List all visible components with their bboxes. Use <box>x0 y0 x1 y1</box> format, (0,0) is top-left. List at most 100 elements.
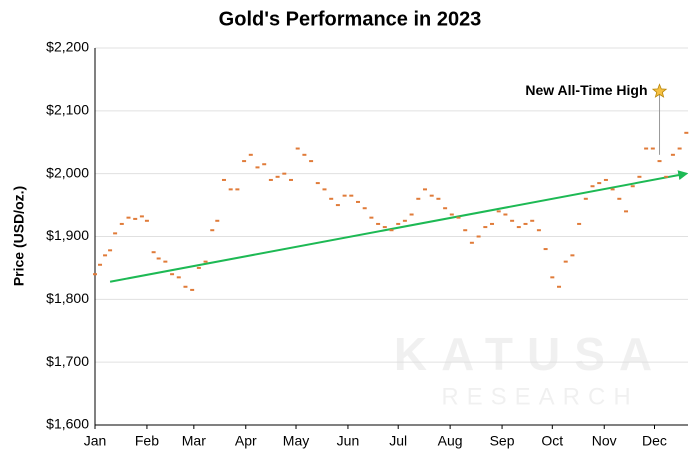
y-tick-label: $1,800 <box>46 290 89 306</box>
price-point <box>322 188 327 191</box>
price-point <box>103 254 108 257</box>
x-tick-label: Oct <box>541 433 563 449</box>
price-point <box>190 288 195 291</box>
price-point <box>402 219 407 222</box>
price-point <box>644 147 649 150</box>
chart-title: Gold's Performance in 2023 <box>219 8 482 30</box>
price-point <box>396 222 401 225</box>
price-point <box>295 147 300 150</box>
y-tick-label: $1,900 <box>46 227 89 243</box>
price-point <box>657 160 662 163</box>
x-tick-label: Dec <box>642 433 667 449</box>
price-point <box>664 175 669 178</box>
annotation: New All-Time High <box>525 82 647 98</box>
x-tick-label: Aug <box>438 433 463 449</box>
price-point <box>637 175 642 178</box>
price-point <box>210 229 215 232</box>
x-tick-label: Feb <box>135 433 159 449</box>
price-point <box>463 229 468 232</box>
price-point <box>215 219 220 222</box>
price-point <box>288 178 293 181</box>
price-point <box>342 194 347 197</box>
price-point <box>617 197 622 200</box>
price-point <box>170 273 175 276</box>
x-tick-label: Nov <box>592 433 617 449</box>
y-tick-label: $2,000 <box>46 164 89 180</box>
price-point <box>443 207 448 210</box>
price-point <box>597 182 602 185</box>
price-point <box>176 276 181 279</box>
x-tick-label: Jan <box>84 433 107 449</box>
price-point <box>302 153 307 156</box>
price-point <box>476 235 481 238</box>
price-point <box>196 266 201 269</box>
price-point <box>436 197 441 200</box>
price-point <box>183 285 188 288</box>
price-point <box>496 210 501 213</box>
price-point <box>242 160 247 163</box>
y-axis-title: Price (USD/oz.) <box>11 186 27 286</box>
price-point <box>423 188 428 191</box>
price-point <box>268 178 273 181</box>
y-tick-label: $1,600 <box>46 416 89 432</box>
price-point <box>490 222 495 225</box>
price-point <box>349 194 354 197</box>
price-point <box>563 260 568 263</box>
x-tick-label: Jul <box>389 433 407 449</box>
price-point <box>590 185 595 188</box>
price-point <box>624 210 629 213</box>
price-point <box>557 285 562 288</box>
price-point <box>262 163 267 166</box>
price-point <box>650 147 655 150</box>
price-point <box>335 204 340 207</box>
price-point <box>409 213 414 216</box>
price-point <box>510 219 515 222</box>
price-point <box>255 166 260 169</box>
price-point <box>603 178 608 181</box>
price-point <box>684 131 689 134</box>
price-point <box>516 226 521 229</box>
price-point <box>677 147 682 150</box>
price-point <box>530 219 535 222</box>
price-point <box>543 248 548 251</box>
price-point <box>235 188 240 191</box>
price-point <box>315 182 320 185</box>
price-point <box>376 222 381 225</box>
price-point <box>275 175 280 178</box>
price-point <box>282 172 287 175</box>
x-tick-label: Sep <box>490 433 515 449</box>
price-point <box>550 276 555 279</box>
price-point <box>630 185 635 188</box>
watermark: KATUSA <box>394 328 666 380</box>
y-tick-label: $1,700 <box>46 353 89 369</box>
price-point <box>93 273 97 276</box>
price-point <box>203 260 208 263</box>
x-tick-label: Mar <box>182 433 206 449</box>
price-point <box>536 229 541 232</box>
y-tick-label: $2,100 <box>46 102 89 118</box>
price-point <box>429 194 434 197</box>
price-point <box>483 226 488 229</box>
price-point <box>583 197 588 200</box>
price-point <box>416 197 421 200</box>
price-point <box>610 188 615 191</box>
price-point <box>119 222 124 225</box>
x-tick-label: May <box>283 433 309 449</box>
price-point <box>108 249 113 252</box>
watermark: RESEARCH <box>441 383 638 410</box>
y-tick-label: $2,200 <box>46 39 89 55</box>
price-point <box>523 222 528 225</box>
price-point <box>248 153 253 156</box>
price-point <box>355 200 360 203</box>
price-point <box>126 216 131 219</box>
price-point <box>469 241 474 244</box>
x-tick-label: Apr <box>235 433 257 449</box>
trendline <box>109 170 689 283</box>
price-point <box>329 197 334 200</box>
price-point <box>139 215 144 218</box>
price-point <box>456 216 461 219</box>
price-point <box>362 207 367 210</box>
price-point <box>163 260 168 263</box>
price-point <box>369 216 374 219</box>
